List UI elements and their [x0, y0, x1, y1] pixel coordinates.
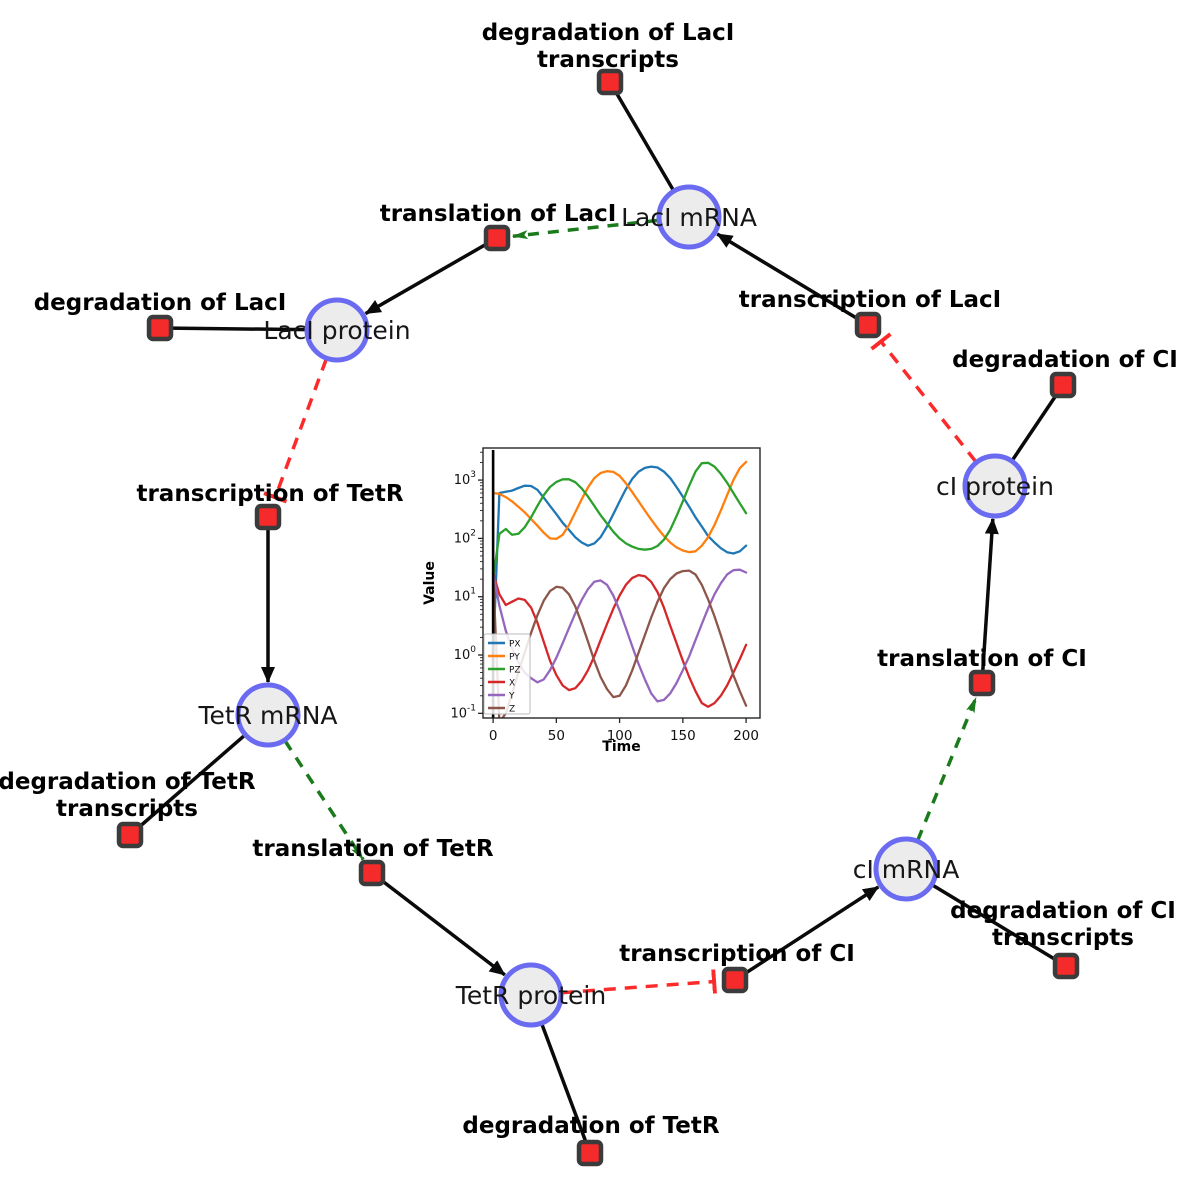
reaction-label-deg-laci: degradation of LacI [34, 290, 287, 316]
reaction-node-transcription-laci [854, 311, 882, 339]
y-axis-label: Value [423, 561, 438, 605]
y-tick-label-10e0: 100 [454, 645, 477, 663]
species-node-laci-mrna [656, 184, 722, 250]
edge-inhibition-tetr-protein-to-transcription-ci [561, 969, 717, 995]
reaction-label-deg-tetr-transcripts: degradation of TetR [0, 769, 256, 795]
x-tick-label-0: 0 [489, 728, 498, 744]
x-tick-label-100: 100 [607, 728, 633, 744]
edge-inhibition-ci-protein-to-transcription-laci [870, 332, 978, 463]
reaction-label-deg-ci: degradation of CI [952, 347, 1178, 373]
edge-catalysis-laci-mrna-to-translation-laci [511, 218, 659, 240]
reaction-node-transcription-ci [721, 966, 749, 994]
species-label-tetr-mrna: TetR mRNA [197, 701, 337, 730]
legend-box [483, 633, 531, 715]
plot-legend: PX PY PZ XYZ [483, 633, 531, 715]
reaction-label-deg-laci-transcripts-line2: transcripts [537, 47, 679, 73]
legend-label-x: X [509, 679, 515, 689]
edge-catalysis-tetr-mrna-to-translation-tetr [283, 739, 365, 861]
x-tick-label-200: 200 [733, 728, 759, 744]
reaction-label-deg-ci-transcripts-line2: transcripts [992, 925, 1134, 951]
edge-production-translation-laci-to-laci-protein [364, 236, 498, 316]
y-tick-label-10e-1: 10-1 [450, 703, 476, 721]
species-node-laci-protein [304, 297, 370, 363]
series-line-py [491, 460, 748, 554]
reaction-label-translation-laci: translation of LacI [380, 201, 617, 227]
series-line-x [491, 572, 748, 708]
reaction-label-transcription-laci: transcription of LacI [739, 287, 1002, 313]
legend-label-y: Y [508, 692, 515, 702]
x-tick-label-150: 150 [670, 728, 696, 744]
x-tick-label-50: 50 [548, 728, 565, 744]
edge-production-transcription-laci-to-laci-mrna [716, 232, 869, 327]
edge-production-transcription-ci-to-ci-mrna [734, 885, 880, 982]
species-node-ci-mrna [873, 836, 939, 902]
edge-production-translation-tetr-to-tetr-protein [370, 871, 506, 977]
reaction-node-deg-laci [146, 314, 174, 342]
species-label-laci-protein: LacI protein [263, 316, 410, 345]
reaction-label-transcription-tetr: transcription of TetR [136, 481, 403, 507]
reaction-node-translation-ci [968, 669, 996, 697]
species-label-tetr-protein: TetR protein [455, 981, 606, 1010]
species-label-ci-protein: cI protein [936, 472, 1054, 501]
edge-inhibition-laci-protein-to-transcription-tetr [263, 358, 328, 504]
series-line-pz [491, 461, 748, 581]
reaction-node-deg-laci-transcripts [596, 68, 624, 96]
species-node-tetr-mrna [235, 682, 301, 748]
series-line-px [491, 465, 748, 657]
reaction-label-transcription-ci: transcription of CI [619, 941, 855, 967]
reaction-node-deg-ci [1049, 371, 1077, 399]
reaction-node-translation-laci [483, 224, 511, 252]
reaction-label-translation-tetr: translation of TetR [252, 836, 493, 862]
reaction-node-deg-tetr-transcripts [116, 821, 144, 849]
timecourse-plot: 0 50 100 150 20010-1100101102103TimeValuePXP… [423, 447, 761, 755]
legend-label-pz: PZ [509, 666, 521, 676]
reaction-node-transcription-tetr [254, 503, 282, 531]
species-node-tetr-protein [498, 962, 564, 1028]
reaction-label-deg-ci-transcripts: degradation of CI [950, 898, 1176, 924]
reaction-label-deg-tetr: degradation of TetR [462, 1113, 719, 1139]
reaction-label-translation-ci: translation of CI [877, 646, 1087, 672]
series-line-z [491, 569, 748, 718]
reaction-node-deg-tetr [576, 1139, 604, 1167]
species-node-ci-protein [962, 453, 1028, 519]
x-axis-label: Time [602, 739, 640, 755]
reaction-label-deg-laci-transcripts: degradation of LacI [482, 20, 735, 46]
legend-label-px: PX [509, 640, 521, 650]
legend-label-z: Z [509, 705, 515, 715]
reaction-node-translation-tetr [358, 859, 386, 887]
reaction-node-deg-ci-transcripts [1052, 952, 1080, 980]
species-label-laci-mrna: LacI mRNA [621, 203, 757, 232]
series-line-y [491, 568, 748, 703]
plot-frame [482, 447, 761, 719]
y-tick-label-10e1: 101 [454, 587, 476, 605]
edge-production-translation-ci-to-ci-protein [980, 517, 999, 684]
plot-series-group [491, 460, 748, 718]
species-label-ci-mrna: cI mRNA [853, 855, 960, 884]
edge-catalysis-ci-mrna-to-translation-ci [916, 696, 978, 841]
legend-label-py: PY [509, 653, 520, 663]
y-tick-label-10e2: 102 [454, 528, 476, 546]
reaction-label-deg-tetr-transcripts-line2: transcripts [56, 796, 198, 822]
y-tick-label-10e3: 103 [454, 470, 476, 488]
